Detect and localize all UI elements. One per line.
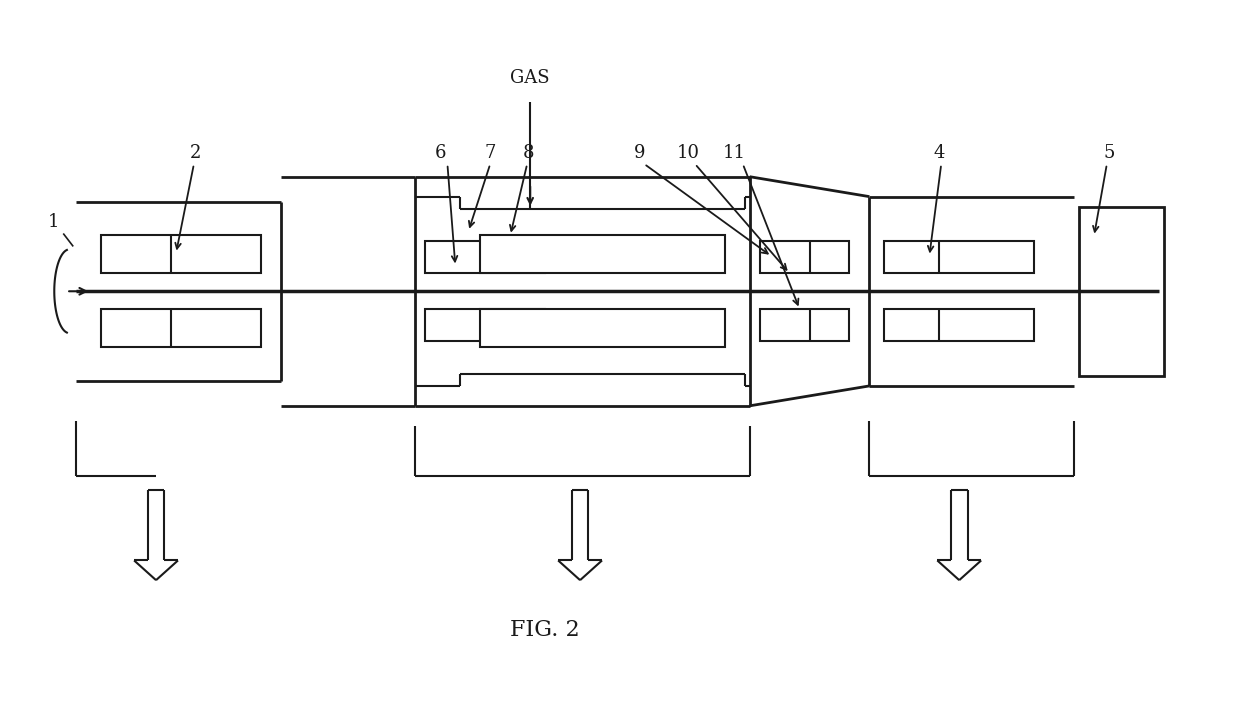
Bar — [480, 309, 724, 347]
Bar — [102, 309, 260, 347]
Text: FIG. 2: FIG. 2 — [511, 619, 580, 641]
Text: 9: 9 — [634, 143, 646, 162]
Bar — [760, 242, 849, 273]
Text: 2: 2 — [190, 143, 202, 162]
Bar — [102, 236, 260, 273]
Bar — [884, 242, 1034, 273]
Bar — [1079, 207, 1164, 376]
Bar — [760, 309, 849, 341]
Bar — [884, 309, 1034, 341]
Text: 11: 11 — [723, 143, 746, 162]
Text: 7: 7 — [485, 143, 496, 162]
Text: 4: 4 — [934, 143, 945, 162]
Text: 8: 8 — [522, 143, 534, 162]
Bar — [425, 242, 546, 273]
Text: 5: 5 — [1104, 143, 1115, 162]
Text: 1: 1 — [47, 213, 60, 231]
Text: 6: 6 — [435, 143, 446, 162]
Text: 10: 10 — [676, 143, 699, 162]
Bar — [425, 309, 546, 341]
Text: GAS: GAS — [511, 69, 551, 87]
Bar — [480, 236, 724, 273]
